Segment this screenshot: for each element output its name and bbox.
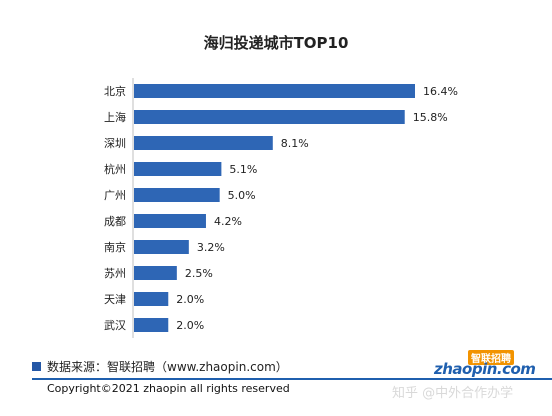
bar xyxy=(134,318,169,332)
source-row: 数据来源：智联招聘（www.zhaopin.com） xyxy=(32,358,288,375)
category-label: 武汉 xyxy=(104,319,126,332)
chart-title: 海归投递城市TOP10 xyxy=(204,34,349,52)
value-label: 3.2% xyxy=(197,241,225,254)
bar xyxy=(134,84,415,98)
value-label: 4.2% xyxy=(214,215,242,228)
bar xyxy=(134,188,220,202)
value-label: 16.4% xyxy=(423,85,458,98)
category-label: 杭州 xyxy=(104,162,126,176)
bar xyxy=(134,240,189,254)
category-label: 广州 xyxy=(104,189,126,202)
value-label: 5.0% xyxy=(228,189,256,202)
bar xyxy=(134,266,177,280)
bar xyxy=(134,214,206,228)
value-label: 2.5% xyxy=(185,267,213,280)
category-label: 苏州 xyxy=(104,267,126,280)
logo-top-text: 智联招聘 xyxy=(468,350,514,365)
category-label: 深圳 xyxy=(104,137,126,150)
source-bullet-icon xyxy=(32,362,41,371)
bar xyxy=(134,162,222,176)
category-label: 成都 xyxy=(104,215,126,228)
zhaopin-logo: 智联招聘 zhaopin.com xyxy=(434,350,536,378)
watermark-text: 知乎 @中外合作办学 xyxy=(392,386,514,401)
bars-group: 北京 16.4% 上海 15.8% 深圳 8.1% 杭州 5.1% 广州 5.0% 成都 4.2% 南京… xyxy=(104,84,458,332)
value-label: 8.1% xyxy=(281,137,309,150)
value-label: 2.0% xyxy=(176,293,204,306)
bar-chart: 海归投递城市TOP10 北京 16.4% 上海 15.8% 深圳 8.1% 杭州 5.1% 广州… xyxy=(104,34,458,338)
bar xyxy=(134,136,273,150)
category-label: 北京 xyxy=(104,84,126,98)
source-text: 数据来源：智联招聘（www.zhaopin.com） xyxy=(47,360,288,374)
copyright-text: Copyright©2021 zhaopin all rights reserv… xyxy=(47,382,290,395)
value-label: 5.1% xyxy=(229,163,257,176)
logo-main-text: zhaopin.com xyxy=(434,360,536,378)
category-label: 天津 xyxy=(104,293,126,306)
bar xyxy=(134,292,169,306)
value-label: 15.8% xyxy=(413,111,448,124)
value-label: 2.0% xyxy=(176,319,204,332)
category-label: 上海 xyxy=(104,110,126,124)
bar xyxy=(134,110,405,124)
category-label: 南京 xyxy=(104,240,126,254)
footer-divider xyxy=(32,378,552,380)
